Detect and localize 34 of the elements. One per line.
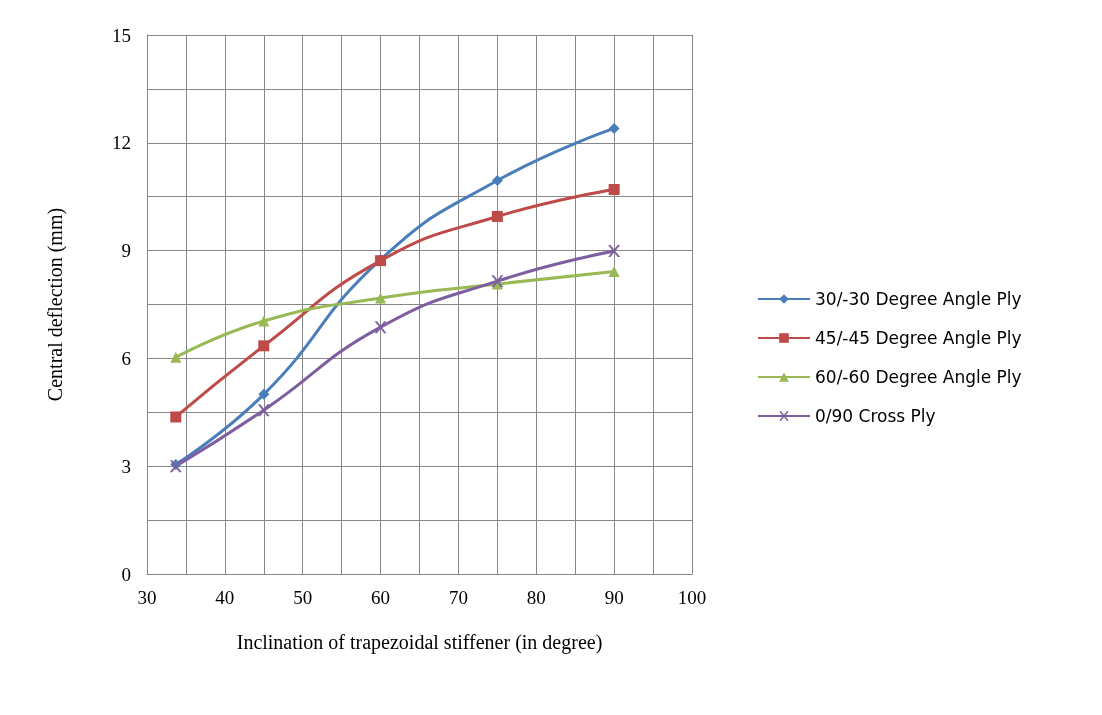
legend-label: 0/90 Cross Ply: [815, 406, 936, 426]
y-tick-label: 15: [112, 24, 131, 46]
legend-label: 30/-30 Degree Angle Ply: [815, 289, 1022, 309]
x-axis-title: Inclination of trapezoidal stiffener (in degree): [236, 631, 603, 654]
x-tick-label: 30: [137, 587, 157, 608]
y-tick-label: 3: [121, 455, 131, 477]
point: [608, 122, 620, 134]
x-tick-label: 90: [604, 587, 624, 608]
point: [170, 411, 182, 423]
x-tick-label: 70: [448, 587, 468, 608]
x-tick-label: 80: [526, 587, 546, 608]
point: [491, 175, 503, 187]
x-tick-label: 40: [215, 587, 235, 608]
point: [257, 404, 270, 417]
point: [170, 351, 182, 363]
legend-label: 60/-60 Degree Angle Ply: [815, 367, 1022, 387]
y-tick-label: 6: [121, 347, 131, 369]
y-tick-label: 0: [121, 563, 131, 585]
point: [258, 340, 270, 352]
point: [608, 244, 621, 257]
x-tick-label: 50: [293, 587, 313, 608]
point: [375, 292, 387, 304]
point: [258, 315, 270, 327]
x-tick-label: 60: [371, 587, 391, 608]
point: [608, 184, 620, 196]
point: [608, 265, 620, 277]
y-tick-label: 12: [112, 132, 131, 154]
legend-label: 45/-45 Degree Angle Ply: [815, 328, 1022, 348]
point: [258, 388, 270, 400]
x-tick-label: 100: [677, 587, 707, 608]
y-tick-label: 9: [121, 240, 131, 262]
point: [374, 321, 387, 334]
point: [491, 210, 503, 222]
y-axis-title: Central deflection (mm): [44, 207, 67, 402]
